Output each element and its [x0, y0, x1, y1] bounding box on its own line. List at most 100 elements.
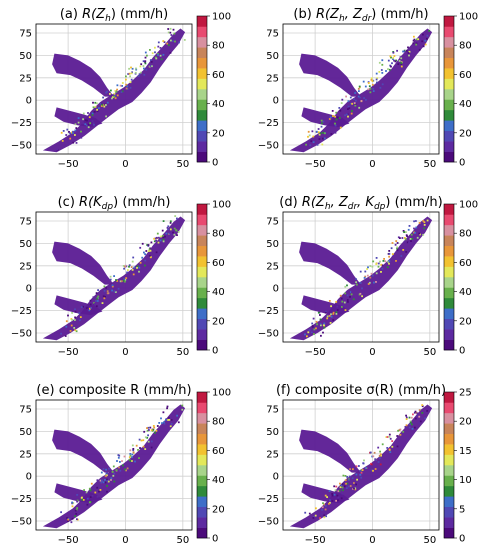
echo-cell	[343, 298, 345, 300]
echo-cell	[369, 91, 372, 94]
echo-cell	[157, 53, 159, 55]
echo-cell	[84, 123, 87, 126]
y-tick-label: −25	[11, 494, 32, 505]
echo-cell	[118, 466, 120, 469]
echo-cell	[158, 236, 160, 239]
echo-cell	[379, 260, 381, 263]
echo-cell	[323, 503, 325, 506]
echo-cell	[389, 451, 392, 453]
y-tick-label: 50	[19, 51, 32, 62]
echo-cell	[98, 490, 100, 493]
colorbar-tick-label: 100	[212, 200, 231, 211]
echo-cell	[335, 485, 338, 488]
colorbar-segment	[444, 277, 454, 288]
echo-cell	[116, 280, 119, 282]
echo-cell	[116, 460, 118, 462]
echo-cell	[172, 28, 175, 31]
echo-cell	[138, 457, 140, 459]
echo-cell	[112, 474, 115, 477]
echo-cell	[376, 77, 379, 80]
echo-cell	[413, 220, 415, 223]
echo-cell	[381, 59, 384, 62]
colorbar-segment	[444, 444, 454, 455]
echo-cell	[137, 75, 140, 77]
echo-cell	[70, 324, 73, 327]
y-tick-label: 0	[26, 284, 32, 295]
echo-cell	[110, 479, 112, 481]
echo-cell	[352, 468, 354, 471]
echo-cell	[426, 219, 429, 222]
echo-cell	[376, 81, 378, 84]
echo-cell	[347, 301, 349, 303]
panel-title: (e) composite R (mm/h)	[36, 383, 191, 398]
echo-cell	[106, 485, 108, 487]
y-tick-label: 0	[273, 96, 279, 107]
echo-cell	[314, 512, 317, 515]
colorbar-frame	[443, 203, 455, 351]
echo-cell	[331, 110, 334, 112]
echo-cell	[379, 453, 382, 456]
echo-cell	[375, 272, 378, 275]
echo-cell	[91, 114, 94, 116]
echo-cell	[368, 85, 371, 88]
echo-cell	[409, 421, 412, 424]
echo-cell	[144, 56, 147, 59]
echo-cell	[367, 82, 370, 84]
echo-cell	[378, 457, 381, 459]
colorbar-segment	[444, 392, 454, 403]
echo-cell	[405, 426, 407, 429]
echo-cell	[410, 50, 412, 53]
colorbar-segment	[197, 465, 207, 476]
echo-cell	[129, 86, 132, 89]
colorbar-segment	[197, 151, 207, 163]
echo-cell	[372, 274, 374, 277]
echo-cell	[68, 131, 70, 133]
echo-cell	[139, 71, 142, 74]
echo-cell	[310, 140, 313, 143]
colorbar-tick-label: 60	[459, 70, 472, 81]
panel-title: (a) R(Zh) (mm/h)	[60, 7, 168, 24]
echo-cell	[78, 308, 80, 311]
colorbar-tick-label: 80	[212, 229, 225, 240]
y-tick-label: −25	[258, 118, 279, 129]
echo-cell	[94, 105, 97, 108]
echo-cell	[71, 505, 74, 508]
echo-cell	[399, 428, 402, 431]
echo-cell	[131, 71, 133, 74]
echo-cell	[309, 144, 312, 147]
echo-cell	[159, 239, 162, 242]
echo-cell	[409, 58, 412, 60]
echo-cell	[109, 275, 112, 278]
echo-cell	[398, 429, 401, 431]
colorbar-segment	[444, 68, 454, 79]
echo-cell	[394, 243, 397, 246]
echo-cell	[142, 60, 145, 63]
echo-cell	[74, 515, 76, 517]
echo-cell	[384, 260, 387, 263]
echo-cell	[132, 256, 135, 259]
colorbar-tick-label: 60	[459, 258, 472, 269]
echo-cell	[87, 126, 90, 129]
echo-cell	[348, 479, 350, 481]
echo-cell	[311, 130, 314, 133]
echo-cell	[377, 461, 380, 463]
echo-cell	[355, 483, 357, 486]
echo-cell	[402, 50, 404, 53]
colorbar-segment	[197, 78, 207, 90]
echo-cell	[132, 451, 135, 454]
echo-cell	[409, 423, 411, 426]
echo-cell	[359, 292, 362, 295]
echo-cell	[104, 481, 107, 484]
echo-cell	[316, 323, 318, 326]
echo-cell	[126, 88, 129, 90]
echo-cell	[418, 421, 420, 424]
colorbar-segment	[197, 16, 207, 27]
echo-cell	[172, 40, 174, 42]
echo-cell	[137, 449, 139, 451]
echo-cell	[115, 279, 117, 281]
echo-cell	[308, 512, 311, 515]
echo-cell	[181, 408, 184, 411]
echo-cell	[114, 291, 117, 293]
